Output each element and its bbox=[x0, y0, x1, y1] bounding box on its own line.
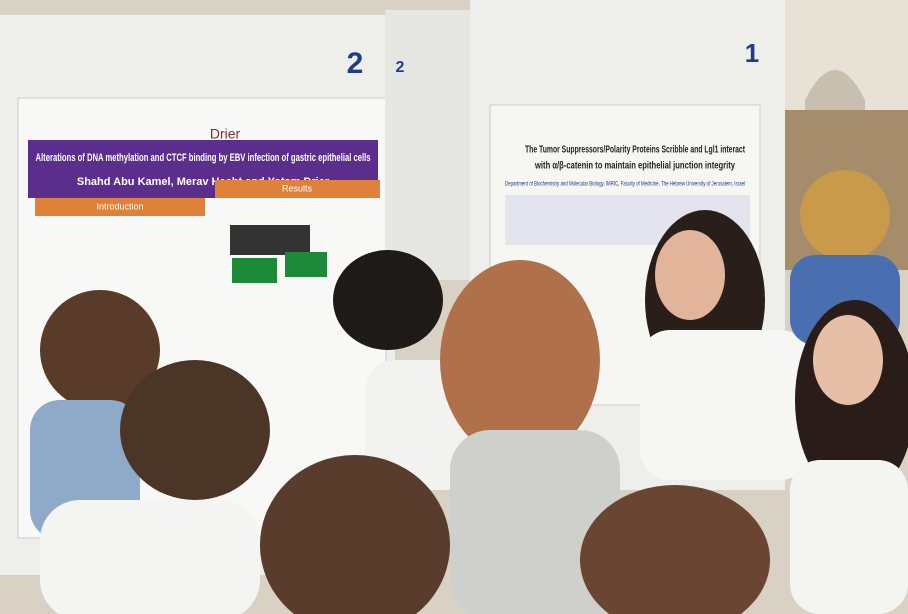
board-number: 2 bbox=[396, 59, 405, 76]
person-body bbox=[790, 460, 908, 614]
person-body bbox=[40, 500, 260, 614]
section-header bbox=[215, 180, 380, 198]
section-label: Results bbox=[282, 183, 313, 193]
section-label: Introduction bbox=[96, 201, 143, 211]
poster-title: Alterations of DNA methylation and CTCF … bbox=[36, 152, 371, 164]
back-board bbox=[385, 10, 475, 280]
person-body bbox=[450, 430, 620, 614]
person-hair bbox=[120, 360, 270, 500]
person-hair bbox=[333, 250, 443, 350]
poster-title: with α/β-catenin to maintain epithelial … bbox=[534, 161, 735, 172]
person-hair bbox=[800, 170, 890, 260]
person-face bbox=[813, 315, 883, 405]
person-face bbox=[655, 230, 725, 320]
board-number: 2 bbox=[347, 47, 364, 80]
board-number: 1 bbox=[745, 38, 759, 68]
poster-logo: Drier bbox=[210, 126, 241, 142]
person-hair bbox=[260, 455, 450, 614]
person-hair bbox=[440, 260, 600, 460]
person-hair bbox=[580, 485, 770, 614]
poster-title: The Tumor Suppressors/Polarity Proteins … bbox=[525, 145, 745, 156]
person-hair bbox=[40, 290, 160, 410]
figure bbox=[230, 225, 310, 255]
figure bbox=[232, 258, 277, 283]
figure bbox=[285, 252, 327, 277]
section-header bbox=[35, 198, 205, 216]
person-body bbox=[640, 330, 810, 480]
poster-affiliation: Department of Biochemistry and Molecular… bbox=[505, 182, 745, 188]
